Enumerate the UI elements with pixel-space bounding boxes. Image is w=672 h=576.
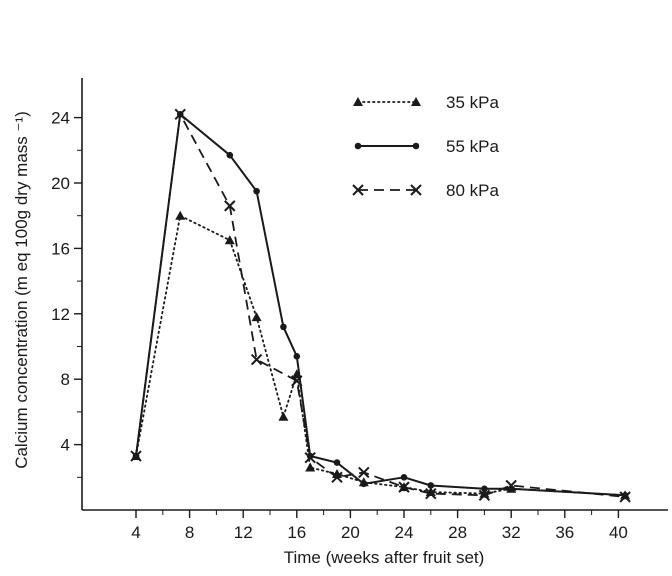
data-point	[425, 487, 437, 500]
data-point	[280, 323, 287, 331]
data-point	[251, 312, 262, 322]
data-point	[400, 474, 408, 481]
series-line	[135, 113, 626, 497]
legend-marker	[412, 142, 420, 150]
legend-label: 35 kPa	[446, 93, 499, 112]
y-tick-label: 12	[51, 305, 70, 324]
y-tick-label: 8	[61, 370, 70, 389]
data-point	[226, 151, 234, 159]
data-point	[224, 235, 235, 245]
data-point	[478, 489, 491, 501]
data-point	[305, 462, 316, 472]
legend-item-1: 55 kPa	[354, 137, 499, 156]
data-point	[358, 466, 370, 479]
data-point	[253, 187, 260, 195]
x-axis-title: Time (weeks after fruit set)	[284, 548, 485, 567]
data-point	[304, 451, 316, 464]
x-tick-label: 36	[555, 523, 574, 542]
data-point	[224, 200, 236, 212]
x-tick-label: 16	[287, 523, 306, 542]
legend-label: 80 kPa	[446, 181, 499, 200]
x-tick-label: 24	[395, 523, 414, 542]
y-tick-label: 4	[61, 436, 70, 455]
x-tick-label: 20	[341, 523, 360, 542]
data-point	[427, 482, 435, 489]
y-tick-label: 24	[51, 109, 70, 128]
series-1	[132, 111, 629, 499]
data-point	[360, 480, 368, 488]
x-tick-label: 8	[185, 523, 194, 542]
data-point	[130, 450, 142, 462]
y-tick-label: 16	[51, 239, 70, 258]
legend-marker	[354, 142, 362, 150]
series-line	[135, 113, 626, 498]
axes: 4 8 12 16 20 24 28 32 36 40 4 8 12 16 20 24	[51, 78, 668, 542]
data-point	[291, 375, 303, 387]
legend-marker	[411, 97, 421, 106]
x-tick-label: 4	[131, 523, 140, 542]
data-point	[175, 210, 186, 220]
data-point	[333, 459, 341, 466]
legend-item-2: 80 kPa	[352, 181, 499, 200]
series-2	[130, 108, 631, 503]
legend-marker	[410, 184, 422, 196]
data-point	[174, 108, 186, 121]
data-point	[481, 485, 488, 493]
series-0	[131, 210, 631, 500]
data-point	[331, 471, 343, 484]
data-point	[479, 488, 490, 498]
legend-item-0: 35 kPa	[353, 93, 499, 112]
data-point	[398, 481, 410, 493]
data-point	[250, 353, 263, 366]
y-tick-label: 20	[51, 174, 70, 193]
legend-marker	[352, 184, 364, 196]
legend: 35 kPa 55 kPa 80 kPa	[352, 93, 499, 200]
x-tick-label: 12	[234, 523, 253, 542]
series-line	[135, 214, 626, 497]
data-point	[619, 491, 631, 503]
series-layer	[130, 108, 631, 503]
legend-marker	[353, 97, 363, 106]
x-tick-label: 40	[609, 523, 628, 542]
y-axis-title: Calcium concentration (m eq 100g dry mas…	[12, 111, 31, 469]
data-point	[293, 353, 301, 360]
data-point	[621, 491, 629, 499]
x-tick-label: 28	[448, 523, 467, 542]
data-point	[505, 479, 517, 492]
data-point	[278, 411, 289, 421]
legend-label: 55 kPa	[446, 137, 499, 156]
x-tick-label: 32	[502, 523, 521, 542]
